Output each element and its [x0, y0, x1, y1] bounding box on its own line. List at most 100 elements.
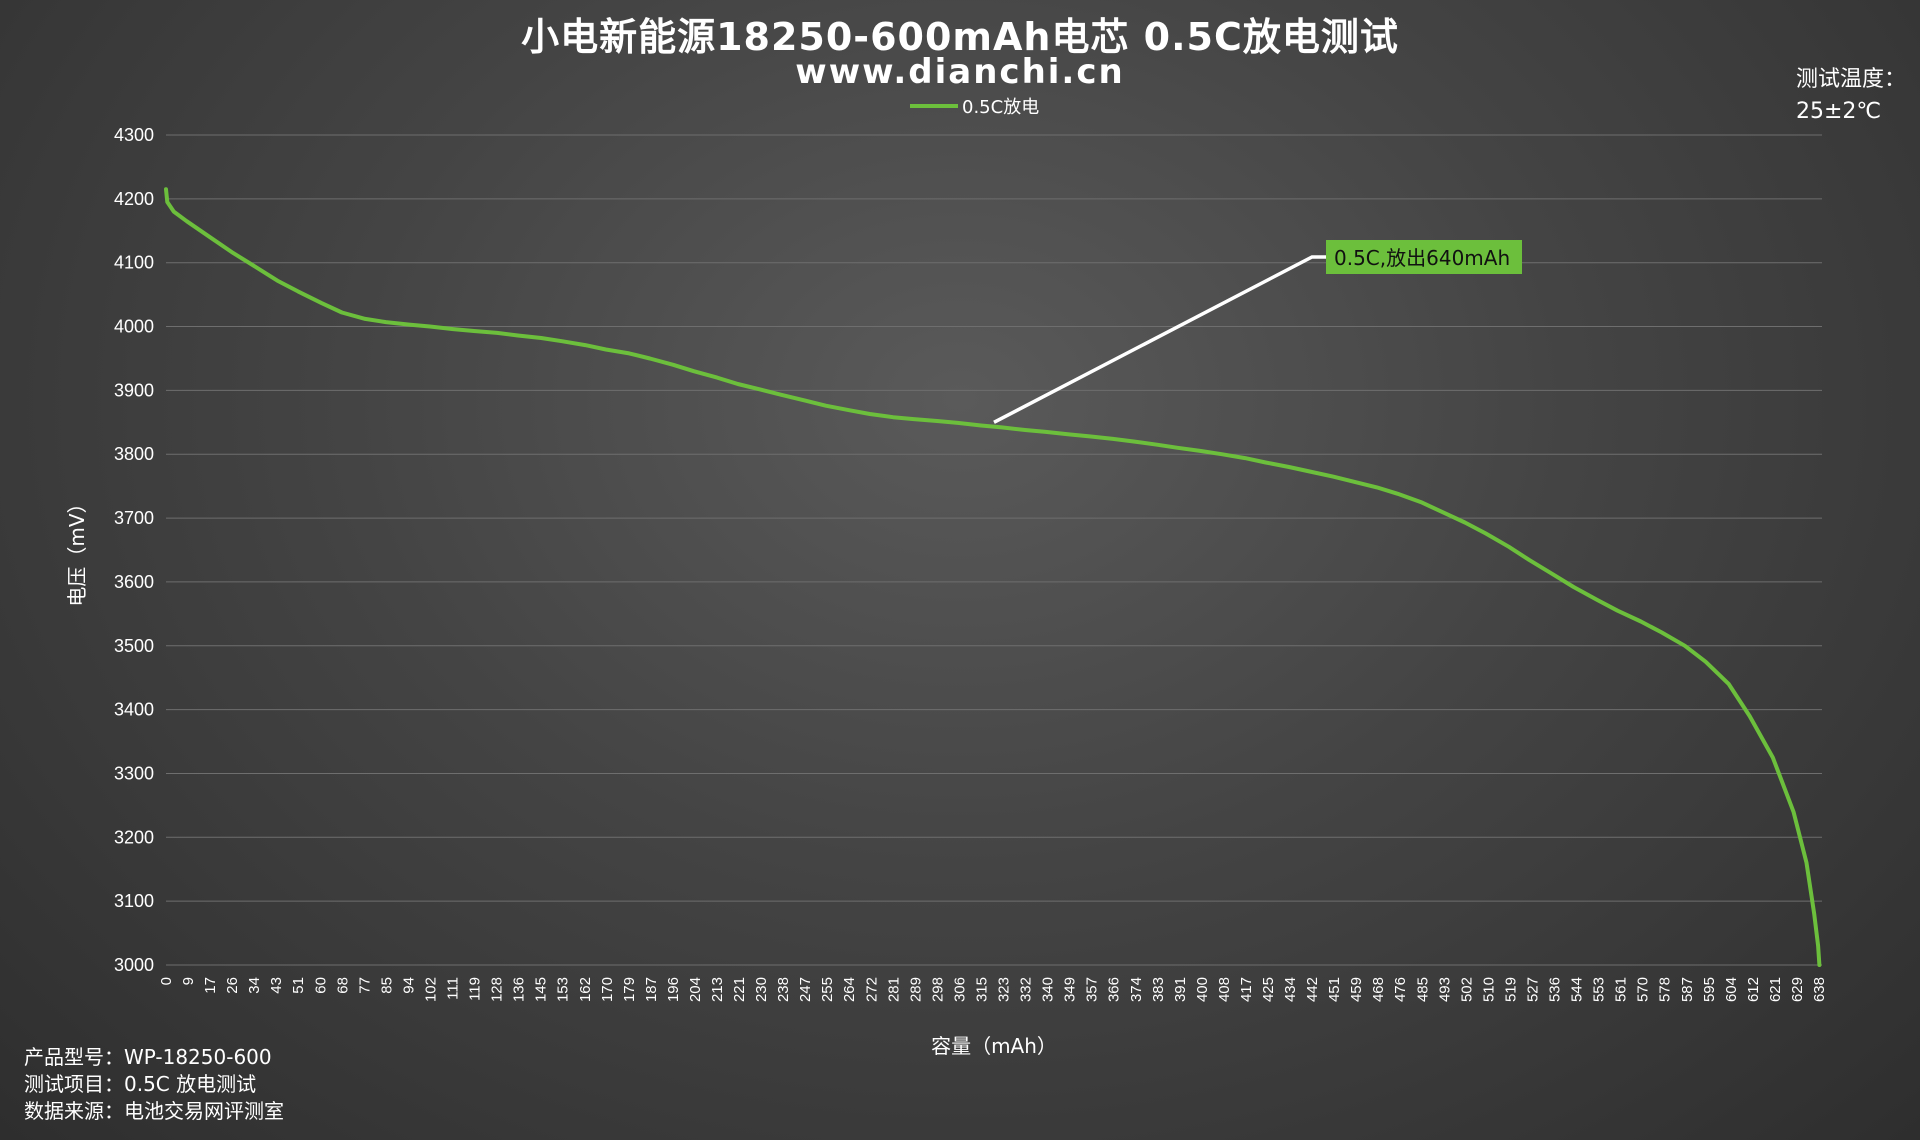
- x-tick-label: 434: [1282, 977, 1299, 1002]
- x-tick-label: 553: [1591, 977, 1608, 1002]
- x-tick-label: 315: [973, 977, 990, 1002]
- info-item: 测试项目：0.5C 放电测试: [24, 1072, 257, 1096]
- y-tick-label: 3500: [114, 636, 154, 656]
- info-source: 数据来源：电池交易网评测室: [24, 1099, 284, 1123]
- x-tick-label: 204: [687, 977, 704, 1002]
- annotation-leader-line: [993, 255, 1326, 424]
- x-tick-label: 34: [246, 977, 263, 994]
- info-panel: 产品型号：WP-18250-600 测试项目：0.5C 放电测试 数据来源：电池…: [24, 1044, 284, 1125]
- x-tick-label: 536: [1547, 977, 1564, 1002]
- x-tick-label: 332: [1018, 977, 1035, 1002]
- x-tick-label: 459: [1348, 977, 1365, 1002]
- y-tick-label: 4000: [114, 317, 154, 337]
- x-tick-label: 510: [1480, 977, 1497, 1002]
- x-tick-label: 604: [1723, 977, 1740, 1002]
- x-tick-label: 68: [334, 977, 351, 994]
- x-tick-label: 502: [1458, 977, 1475, 1002]
- x-tick-label: 621: [1767, 977, 1784, 1002]
- x-tick-label: 281: [885, 977, 902, 1002]
- x-tick-label: 85: [378, 977, 395, 994]
- y-tick-label: 3600: [114, 572, 154, 592]
- x-tick-label: 578: [1657, 977, 1674, 1002]
- y-tick-label: 3000: [114, 955, 154, 975]
- x-tick-label: 238: [775, 977, 792, 1002]
- x-tick-label: 145: [533, 977, 550, 1002]
- x-tick-label: 179: [621, 977, 638, 1002]
- x-tick-label: 417: [1238, 977, 1255, 1002]
- x-tick-label: 408: [1216, 977, 1233, 1002]
- x-tick-label: 519: [1502, 977, 1519, 1002]
- y-tick-label: 4200: [114, 189, 154, 209]
- x-tick-label: 43: [268, 977, 285, 994]
- x-tick-label: 570: [1635, 977, 1652, 1002]
- x-tick-label: 391: [1172, 977, 1189, 1002]
- x-tick-label: 374: [1128, 977, 1145, 1002]
- x-tick-label: 638: [1811, 977, 1828, 1002]
- x-tick-label: 544: [1569, 977, 1586, 1002]
- y-tick-label: 3900: [114, 380, 154, 400]
- x-tick-label: 306: [951, 977, 968, 1002]
- x-tick-label: 77: [356, 977, 373, 994]
- x-tick-label: 9: [180, 977, 197, 985]
- legend-label: 0.5C放电: [962, 97, 1039, 118]
- y-tick-label: 3100: [114, 891, 154, 911]
- x-tick-label: 476: [1392, 977, 1409, 1002]
- x-tick-label: 196: [665, 977, 682, 1002]
- x-tick-label: 340: [1040, 977, 1057, 1002]
- x-tick-label: 187: [643, 977, 660, 1002]
- x-tick-label: 425: [1260, 977, 1277, 1002]
- x-tick-label: 383: [1150, 977, 1167, 1002]
- x-tick-label: 94: [400, 977, 417, 994]
- y-tick-label: 3400: [114, 700, 154, 720]
- temperature-value: 25±2℃: [1795, 99, 1882, 124]
- x-tick-label: 17: [202, 977, 219, 994]
- y-tick-label: 3700: [114, 508, 154, 528]
- x-tick-label: 612: [1745, 977, 1762, 1002]
- x-tick-label: 289: [907, 977, 924, 1002]
- x-tick-label: 298: [929, 977, 946, 1002]
- annotation-label: 0.5C,放出640mAh: [1334, 246, 1510, 270]
- x-tick-label: 485: [1414, 977, 1431, 1002]
- x-tick-label: 136: [511, 977, 528, 1002]
- chart-subtitle: www.dianchi.cn: [795, 52, 1125, 92]
- x-tick-label: 272: [863, 977, 880, 1002]
- x-tick-label: 230: [753, 977, 770, 1002]
- series-line: [164, 187, 1822, 967]
- x-tick-label: 527: [1524, 977, 1541, 1002]
- x-axis-label: 容量（mAh）: [931, 1034, 1057, 1058]
- x-tick-label: 247: [797, 977, 814, 1002]
- y-axis-label: 电压（mV）: [65, 493, 89, 606]
- x-tick-label: 400: [1194, 977, 1211, 1002]
- x-tick-label: 587: [1679, 977, 1696, 1002]
- y-tick-label: 3800: [114, 444, 154, 464]
- temperature-note: 测试温度： 25±2℃: [1796, 64, 1906, 128]
- y-tick-label: 4300: [114, 125, 154, 145]
- annotation-box: [1326, 240, 1522, 274]
- x-tick-label: 170: [599, 977, 616, 1002]
- x-tick-label: 561: [1613, 977, 1630, 1002]
- x-tick-label: 213: [709, 977, 726, 1002]
- x-tick-label: 629: [1789, 977, 1806, 1002]
- x-tick-label: 451: [1326, 977, 1343, 1002]
- chart-title: 小电新能源18250-600mAh电芯 0.5C放电测试: [521, 15, 1399, 59]
- x-tick-label: 119: [467, 977, 484, 1001]
- y-tick-label: 4100: [114, 253, 154, 273]
- x-tick-label: 162: [577, 977, 594, 1002]
- x-tick-label: 264: [841, 977, 858, 1002]
- x-tick-label: 153: [555, 977, 572, 1002]
- x-tick-label: 0: [158, 977, 175, 985]
- x-tick-label: 255: [819, 977, 836, 1002]
- x-tick-label: 51: [290, 977, 307, 994]
- x-tick-label: 349: [1062, 977, 1079, 1002]
- x-tick-label: 128: [489, 977, 506, 1002]
- x-tick-label: 60: [312, 977, 329, 994]
- x-tick-label: 442: [1304, 977, 1321, 1002]
- info-model: 产品型号：WP-18250-600: [24, 1045, 272, 1069]
- x-tick-label: 595: [1701, 977, 1718, 1002]
- y-tick-label: 3200: [114, 827, 154, 847]
- x-tick-label: 357: [1084, 977, 1101, 1002]
- x-tick-label: 26: [224, 977, 241, 994]
- x-tick-label: 221: [731, 977, 748, 1002]
- x-tick-label: 493: [1436, 977, 1453, 1002]
